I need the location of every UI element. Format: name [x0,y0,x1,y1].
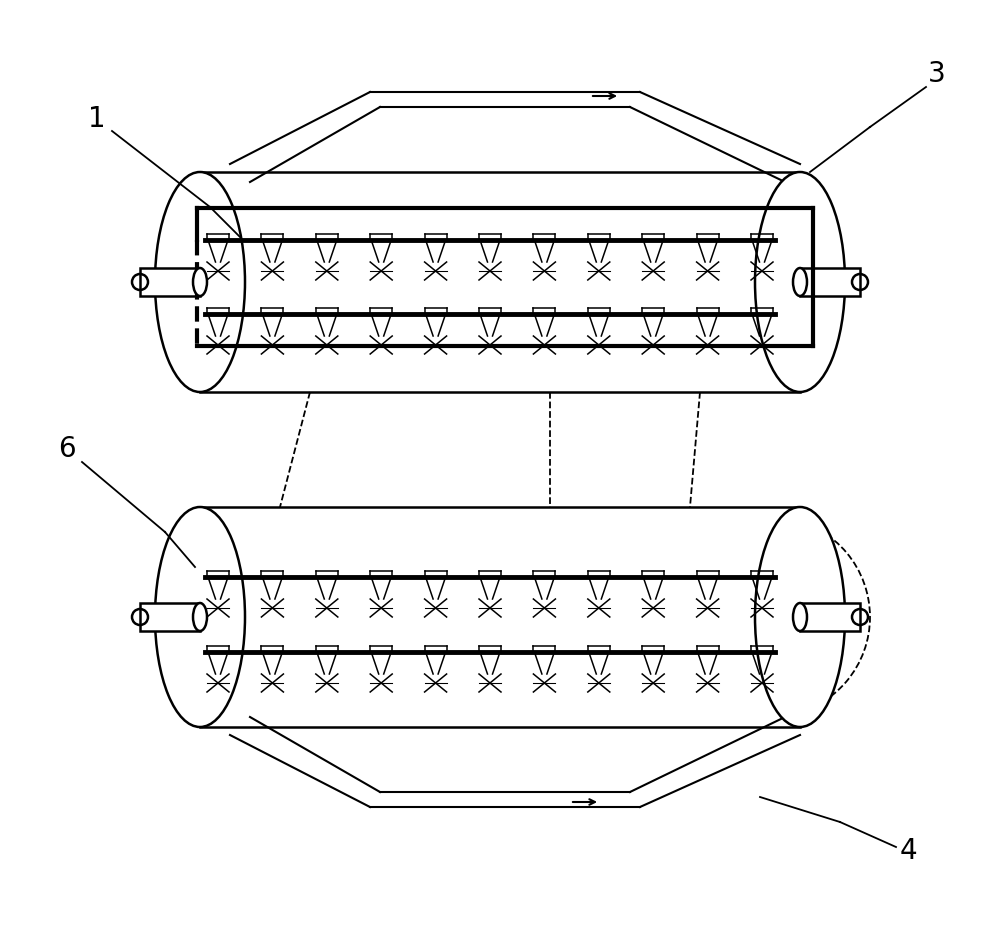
Text: 3: 3 [928,60,946,88]
Bar [800,603,860,631]
Ellipse shape [793,603,807,631]
Ellipse shape [755,507,845,727]
Text: 6: 6 [58,435,76,463]
Ellipse shape [193,603,207,631]
Bar [140,268,200,296]
Text: 1: 1 [88,105,106,133]
Text: 4: 4 [900,837,918,865]
Bar [800,268,860,296]
Bar [140,603,200,631]
Ellipse shape [755,172,845,392]
Ellipse shape [155,507,245,727]
Ellipse shape [155,172,245,392]
Ellipse shape [193,268,207,296]
Ellipse shape [793,268,807,296]
